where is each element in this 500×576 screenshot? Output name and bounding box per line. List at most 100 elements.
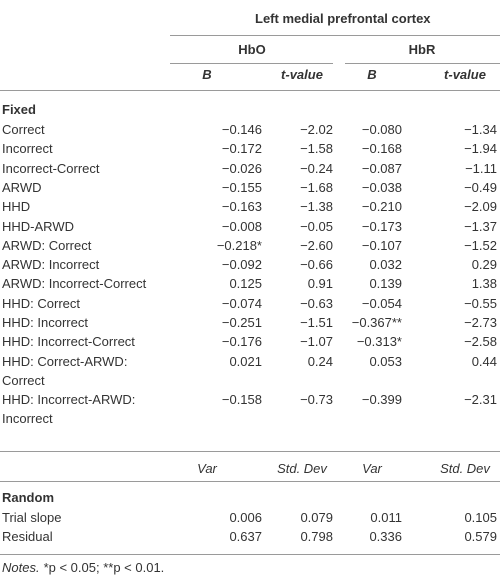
- cell: −0.66: [300, 257, 333, 273]
- cell: −0.49: [464, 179, 497, 195]
- rule: [0, 90, 500, 91]
- cell: −0.146: [221, 122, 262, 137]
- rule: [0, 450, 500, 452]
- cell: −0.313*: [356, 334, 402, 350]
- cell: 0.011: [370, 509, 402, 525]
- cell: −0.63: [300, 295, 333, 311]
- cell: 0.032: [369, 257, 402, 273]
- cell: −0.054: [361, 295, 402, 311]
- cell: 0.91: [307, 276, 333, 292]
- cell: −0.251: [221, 315, 262, 330]
- cell: −0.155: [221, 179, 262, 195]
- section-title: Random: [2, 489, 54, 505]
- cell: 0.637: [229, 528, 262, 544]
- cell: −0.158: [221, 392, 262, 408]
- row-label: HHD-ARWD: [2, 218, 74, 234]
- column-header: Std. Dev: [277, 460, 327, 476]
- cell: −0.026: [221, 160, 262, 176]
- cell: −0.008: [221, 218, 262, 234]
- row-label: ARWD: Incorrect: [2, 257, 100, 273]
- cell: 0.29: [471, 257, 497, 273]
- cell: −0.73: [300, 392, 333, 408]
- row-label: HHD: [2, 199, 31, 215]
- cell: −0.092: [221, 257, 262, 273]
- cell: −2.02: [300, 122, 333, 137]
- cell: −0.163: [221, 199, 262, 215]
- cell: −1.11: [465, 160, 497, 176]
- cell: 1.38: [471, 276, 497, 292]
- row-label: Trial slope: [2, 509, 62, 525]
- cell: −0.176: [221, 334, 262, 350]
- notes: Notes. *p < 0.05; **p < 0.01.: [2, 560, 164, 576]
- cell: 0.053: [369, 353, 402, 369]
- cell: −0.074: [221, 295, 262, 311]
- cell: 0.139: [369, 276, 402, 292]
- notes-text: *p < 0.05; **p < 0.01.: [43, 560, 165, 576]
- column-header: B: [202, 67, 212, 82]
- cell: −1.94: [464, 141, 497, 157]
- cell: 0.24: [307, 353, 333, 369]
- column-header: B: [367, 67, 377, 82]
- cell: −1.07: [300, 334, 333, 350]
- cell: −1.52: [464, 237, 497, 253]
- group-title: Left medial prefrontal cortex: [255, 11, 431, 26]
- rule: [345, 63, 500, 64]
- cell: 0.021: [229, 353, 262, 369]
- column-header: Var: [197, 460, 217, 476]
- rule: [170, 63, 333, 64]
- cell: −2.60: [300, 237, 333, 253]
- row-label: ARWD: Incorrect-Correct: [2, 276, 147, 292]
- cell: −1.37: [464, 218, 497, 234]
- rule: [170, 35, 500, 36]
- cell: −0.55: [464, 295, 497, 311]
- cell: 0.125: [229, 276, 262, 292]
- column-header: Std. Dev: [440, 460, 490, 476]
- cell: −0.367**: [351, 315, 402, 330]
- cell: 0.336: [369, 528, 402, 544]
- cell: −0.399: [361, 392, 402, 408]
- cell: −2.31: [464, 392, 497, 408]
- column-header: t-value: [444, 67, 486, 82]
- row-label: ARWD: Correct: [2, 237, 92, 253]
- cell: −0.172: [221, 141, 262, 157]
- cell: −0.087: [361, 160, 402, 176]
- cell: −2.73: [464, 315, 497, 330]
- cell: 0.798: [300, 528, 333, 544]
- row-label: Incorrect-Correct: [2, 160, 100, 176]
- row-label: HHD: Incorrect-Correct: [2, 334, 135, 350]
- cell: −0.168: [361, 141, 402, 157]
- rule: [0, 480, 500, 482]
- row-label: Residual: [2, 528, 53, 544]
- cell: 0.105: [464, 509, 497, 525]
- cell: 0.44: [471, 353, 497, 369]
- cell: −1.34: [464, 122, 497, 137]
- column-header: Var: [362, 460, 382, 476]
- cell: −0.210: [361, 199, 402, 215]
- cell: −1.68: [300, 179, 333, 195]
- cell: −1.58: [300, 141, 333, 157]
- row-label: Incorrect: [2, 141, 53, 157]
- column-header: t-value: [281, 67, 323, 82]
- row-label: Correct: [2, 122, 45, 137]
- cell: −2.09: [464, 199, 497, 215]
- cell: −0.218*: [216, 237, 262, 253]
- rule: [0, 554, 500, 556]
- cell: −2.58: [464, 334, 497, 350]
- row-label: HHD: Incorrect: [2, 315, 88, 330]
- cell: −0.173: [361, 218, 402, 234]
- row-label: ARWD: [2, 179, 42, 195]
- cell: −0.24: [300, 160, 333, 176]
- cell: −1.51: [300, 315, 333, 330]
- row-label: HHD: Correct: [2, 295, 81, 311]
- cell: −0.107: [361, 237, 402, 253]
- cell: 0.079: [300, 509, 333, 525]
- cell: 0.579: [464, 528, 497, 544]
- notes-label: Notes.: [2, 560, 40, 576]
- group-header: HbR: [408, 42, 436, 57]
- cell: −0.05: [300, 218, 333, 234]
- row-label: HHD: Correct-ARWD: Correct: [2, 353, 128, 388]
- cell: 0.006: [229, 509, 262, 525]
- row-label: HHD: Incorrect-ARWD: Incorrect: [2, 392, 136, 427]
- cell: −1.38: [300, 199, 333, 215]
